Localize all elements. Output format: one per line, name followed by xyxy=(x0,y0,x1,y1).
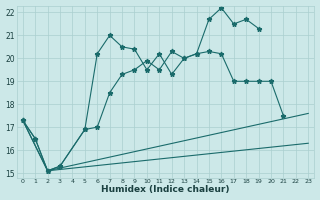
X-axis label: Humidex (Indice chaleur): Humidex (Indice chaleur) xyxy=(101,185,230,194)
